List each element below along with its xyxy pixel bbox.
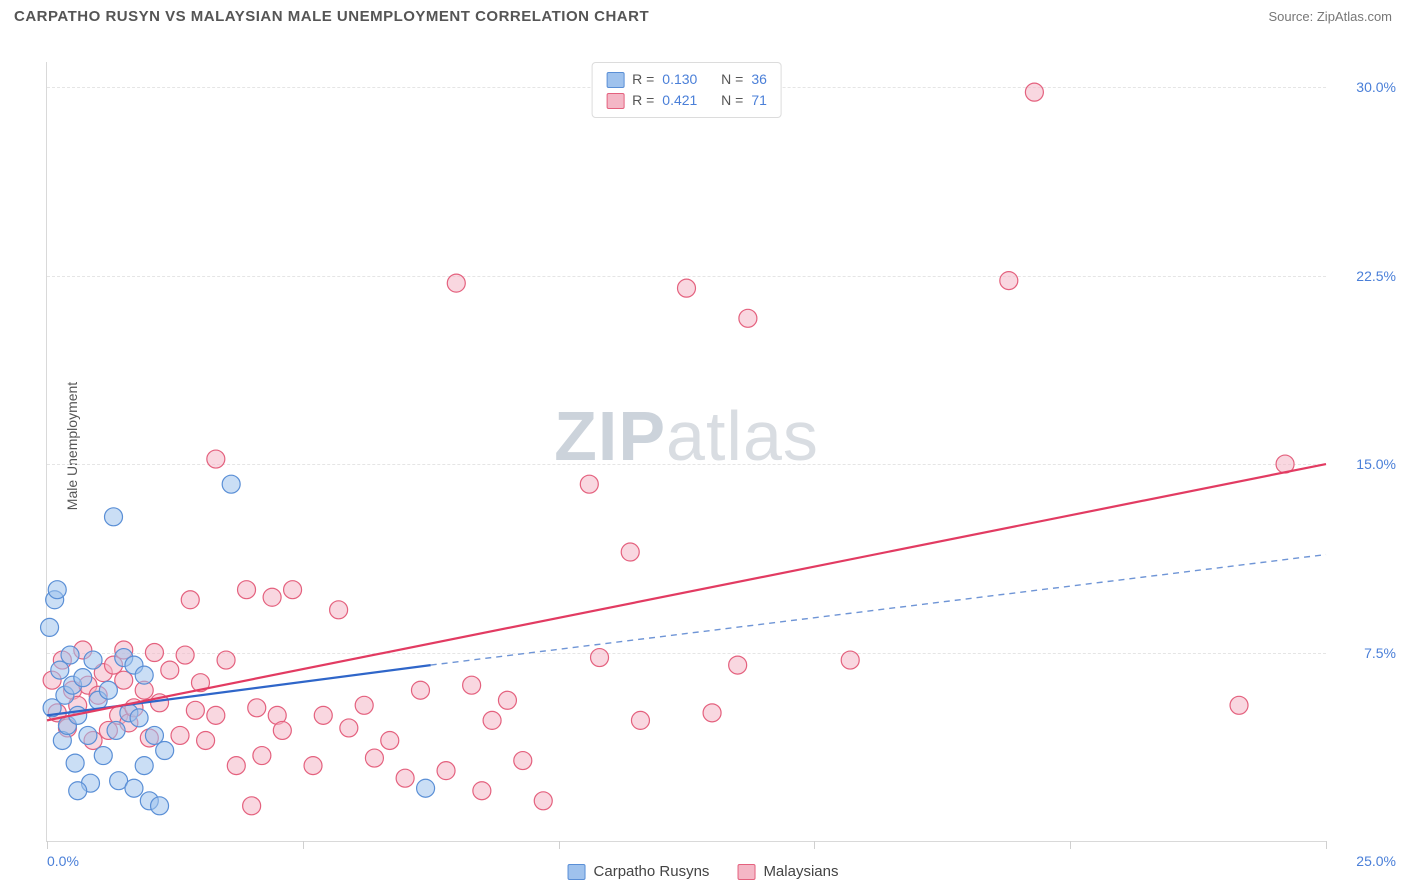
data-point	[263, 588, 281, 606]
data-point	[156, 742, 174, 760]
data-point	[135, 666, 153, 684]
data-point	[591, 649, 609, 667]
data-point	[534, 792, 552, 810]
series-legend: Carpatho Rusyns Malaysians	[568, 863, 839, 880]
data-point	[473, 782, 491, 800]
data-point	[314, 706, 332, 724]
data-point	[417, 779, 435, 797]
chart-header: CARPATHO RUSYN VS MALAYSIAN MALE UNEMPLO…	[0, 0, 1406, 31]
data-point	[41, 618, 59, 636]
data-point	[207, 450, 225, 468]
x-axis-min-label: 0.0%	[47, 853, 79, 869]
data-point	[99, 681, 117, 699]
chart-title: CARPATHO RUSYN VS MALAYSIAN MALE UNEMPLO…	[14, 8, 649, 25]
data-point	[729, 656, 747, 674]
data-point	[176, 646, 194, 664]
data-point	[207, 706, 225, 724]
data-point	[273, 721, 291, 739]
data-point	[125, 779, 143, 797]
data-point	[381, 731, 399, 749]
data-point	[463, 676, 481, 694]
data-point	[145, 644, 163, 662]
data-point	[105, 508, 123, 526]
data-point	[340, 719, 358, 737]
data-point	[135, 757, 153, 775]
data-point	[498, 691, 516, 709]
data-point	[580, 475, 598, 493]
y-tick-label: 7.5%	[1336, 645, 1396, 661]
data-point	[514, 752, 532, 770]
data-point	[130, 709, 148, 727]
data-point	[51, 661, 69, 679]
data-point	[227, 757, 245, 775]
source-label: Source: ZipAtlas.com	[1268, 9, 1392, 24]
data-point	[79, 726, 97, 744]
data-point	[186, 701, 204, 719]
data-point	[222, 475, 240, 493]
data-point	[330, 601, 348, 619]
legend-swatch-malaysians-icon	[737, 864, 755, 880]
legend-row-0: R = 0.130 N = 36	[606, 69, 767, 90]
data-point	[1025, 83, 1043, 101]
scatter-plot-svg	[47, 62, 1326, 841]
x-tick	[47, 841, 48, 849]
legend-swatch-carpatho-icon	[568, 864, 586, 880]
legend-item-0: Carpatho Rusyns	[568, 863, 710, 880]
data-point	[66, 754, 84, 772]
data-point	[284, 581, 302, 599]
data-point	[107, 721, 125, 739]
data-point	[181, 591, 199, 609]
chart-plot-area: ZIPatlas 7.5%15.0%22.5%30.0% R = 0.130 N…	[46, 62, 1326, 842]
data-point	[253, 747, 271, 765]
x-tick	[559, 841, 560, 849]
trend-line-extrapolated	[431, 555, 1326, 666]
data-point	[1230, 696, 1248, 714]
legend-swatch-0	[606, 72, 624, 88]
data-point	[171, 726, 189, 744]
data-point	[217, 651, 235, 669]
data-point	[115, 671, 133, 689]
x-tick	[814, 841, 815, 849]
data-point	[161, 661, 179, 679]
data-point	[248, 699, 266, 717]
data-point	[703, 704, 721, 722]
data-point	[61, 646, 79, 664]
data-point	[483, 711, 501, 729]
legend-swatch-1	[606, 93, 624, 109]
data-point	[739, 309, 757, 327]
legend-item-1: Malaysians	[737, 863, 838, 880]
data-point	[48, 581, 66, 599]
data-point	[151, 797, 169, 815]
data-point	[396, 769, 414, 787]
data-point	[411, 681, 429, 699]
data-point	[365, 749, 383, 767]
x-tick	[303, 841, 304, 849]
data-point	[238, 581, 256, 599]
data-point	[621, 543, 639, 561]
data-point	[355, 696, 373, 714]
data-point	[447, 274, 465, 292]
data-point	[841, 651, 859, 669]
legend-row-1: R = 0.421 N = 71	[606, 90, 767, 111]
data-point	[84, 651, 102, 669]
data-point	[74, 669, 92, 687]
data-point	[145, 726, 163, 744]
data-point	[1000, 272, 1018, 290]
data-point	[94, 747, 112, 765]
data-point	[631, 711, 649, 729]
data-point	[304, 757, 322, 775]
data-point	[197, 731, 215, 749]
data-point	[678, 279, 696, 297]
data-point	[243, 797, 261, 815]
data-point	[69, 782, 87, 800]
correlation-legend: R = 0.130 N = 36 R = 0.421 N = 71	[591, 62, 782, 118]
x-tick	[1070, 841, 1071, 849]
y-tick-label: 15.0%	[1336, 456, 1396, 472]
x-axis-max-label: 25.0%	[1336, 853, 1396, 869]
x-tick	[1326, 841, 1327, 849]
y-tick-label: 22.5%	[1336, 268, 1396, 284]
y-tick-label: 30.0%	[1336, 79, 1396, 95]
data-point	[437, 762, 455, 780]
